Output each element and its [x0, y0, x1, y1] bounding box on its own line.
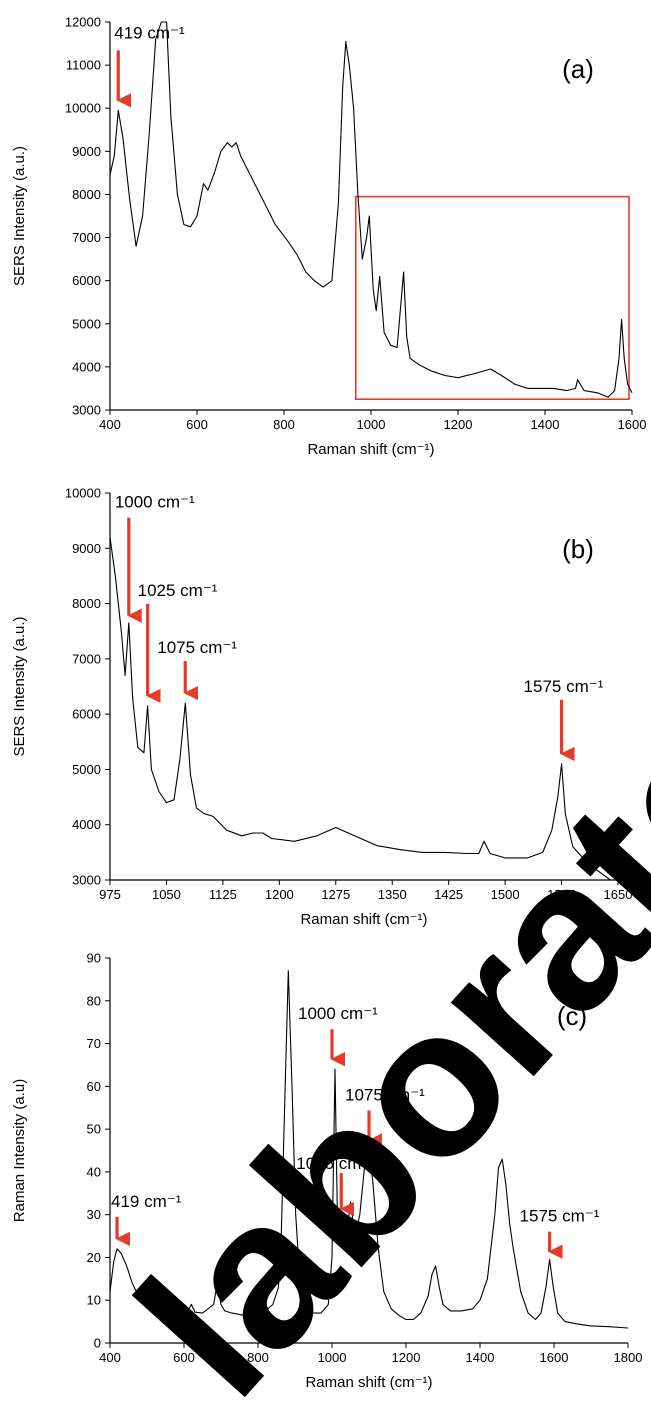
x-tick-label: 600: [186, 417, 208, 432]
y-tick-label: 0: [94, 1336, 101, 1351]
y-tick-label: 12000: [65, 15, 101, 30]
chart-panel-b: 975 1050 1125 1200 1275 1350 1425 1500 1575 1650 3…: [11, 486, 632, 929]
peak-annotation-label: 1025 cm⁻¹: [138, 581, 218, 600]
y-tick-label: 10000: [65, 101, 101, 116]
peak-annotation-label: 1075 cm⁻¹: [345, 1086, 425, 1105]
x-tick-label: 400: [99, 1350, 121, 1365]
x-tick-label: 1800: [614, 1350, 643, 1365]
highlight-box: [354, 195, 630, 401]
y-tick-label: 7000: [72, 230, 101, 245]
peak-annotation-label: 1025 cm⁻¹: [296, 1154, 376, 1173]
y-tick-label: 4000: [72, 817, 101, 832]
y-axis-label: SERS Intensity (a.u.): [11, 146, 28, 286]
spectrum-line: [109, 21, 633, 398]
peak-annotation-label: 1000 cm⁻¹: [115, 493, 195, 512]
y-tick-label: 5000: [72, 762, 101, 777]
peak-annotation-label: 1575 cm⁻¹: [524, 677, 604, 696]
x-tick-label: 400: [99, 417, 121, 432]
x-tick-label: 800: [247, 1350, 269, 1365]
y-tick-label: 9000: [72, 541, 101, 556]
x-axis-label: Raman shift (cm⁻¹): [305, 1374, 432, 1391]
x-tick-label: 1600: [540, 1350, 569, 1365]
spectrum-line: [109, 970, 629, 1329]
x-tick-label: 1000: [318, 1350, 347, 1365]
y-tick-label: 50: [87, 1122, 101, 1137]
y-axis-label: SERS Intensity (a.u.): [11, 616, 28, 756]
y-tick-label: 90: [87, 951, 101, 966]
x-tick-label: 1000: [357, 417, 386, 432]
x-tick-label: 1050: [152, 887, 181, 902]
panel-label: (b): [562, 534, 594, 564]
x-tick-label: 1350: [378, 887, 407, 902]
x-tick-label: 1200: [265, 887, 294, 902]
y-tick-label: 5000: [72, 316, 101, 331]
x-tick-label: 1575: [547, 887, 576, 902]
spectrum-line: [109, 537, 611, 881]
panel-label: (a): [562, 54, 594, 84]
x-tick-label: 1500: [491, 887, 520, 902]
peak-annotation-label: 419 cm⁻¹: [111, 1192, 182, 1211]
chart-panel-a: 400 600 800 1000 1200 1400 1600 3000 4000 5000 600…: [11, 15, 646, 459]
y-tick-label: 10: [87, 1293, 101, 1308]
y-tick-label: 40: [87, 1164, 101, 1179]
y-tick-label: 10000: [65, 486, 101, 501]
x-tick-label: 1650: [604, 887, 633, 902]
x-tick-label: 975: [99, 887, 121, 902]
y-tick-label: 3000: [72, 873, 101, 888]
y-tick-label: 20: [87, 1250, 101, 1265]
x-tick-label: 1400: [531, 417, 560, 432]
y-tick-label: 30: [87, 1207, 101, 1222]
x-axis-label: Raman shift (cm⁻¹): [307, 441, 434, 458]
x-tick-label: 1125: [209, 887, 237, 902]
x-tick-label: 1200: [392, 1350, 421, 1365]
x-tick-label: 800: [273, 417, 295, 432]
y-tick-label: 80: [87, 993, 101, 1008]
y-tick-label: 11000: [66, 58, 101, 73]
x-tick-label: 600: [173, 1350, 195, 1365]
peak-annotation-label: 1575 cm⁻¹: [520, 1207, 600, 1226]
chart-panel-c: 400 600 800 1000 1200 1400 1600 1800 0 10 20 30 40 50…: [11, 951, 642, 1392]
y-tick-label: 9000: [72, 144, 101, 159]
peak-annotation-label: 419 cm⁻¹: [114, 23, 185, 42]
y-tick-label: 70: [87, 1036, 101, 1051]
x-tick-label: 1200: [444, 417, 473, 432]
y-tick-label: 60: [87, 1079, 101, 1094]
y-tick-label: 3000: [72, 403, 101, 418]
peak-annotation-label: 1075 cm⁻¹: [157, 638, 237, 657]
y-tick-label: 6000: [72, 707, 101, 722]
x-tick-label: 1275: [321, 887, 350, 902]
y-tick-label: 8000: [72, 596, 101, 611]
x-tick-label: 1600: [618, 417, 647, 432]
x-tick-label: 1400: [466, 1350, 495, 1365]
y-tick-label: 6000: [72, 273, 101, 288]
y-tick-label: 7000: [72, 651, 101, 666]
y-tick-label: 8000: [72, 187, 101, 202]
y-axis-label: Raman Intensity (a.u): [11, 1079, 28, 1222]
panel-label: (c): [557, 1001, 587, 1031]
x-tick-label: 1425: [434, 887, 463, 902]
x-axis-label: Raman shift (cm⁻¹): [300, 911, 427, 928]
peak-annotation-label: 1000 cm⁻¹: [298, 1004, 378, 1023]
y-tick-label: 4000: [72, 359, 101, 374]
